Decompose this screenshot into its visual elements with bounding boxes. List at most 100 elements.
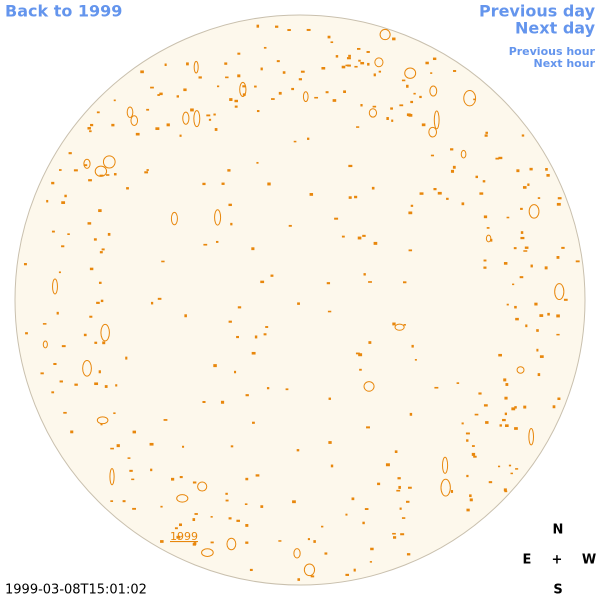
feature [83,164,88,167]
feature [182,111,190,125]
feature [110,500,114,502]
feature [225,76,229,79]
feature [220,400,225,404]
feature [510,472,513,475]
feature [126,187,129,190]
feature [379,28,391,41]
feature [192,543,197,546]
feature [335,55,339,58]
feature [61,345,66,348]
feature [498,353,502,357]
feature [557,397,561,400]
feature [61,201,66,204]
feature [360,104,363,107]
feature [87,222,92,225]
back-link[interactable]: Back to 1999 [5,2,122,21]
feature [122,500,126,503]
next-hour-link[interactable]: Next hour [534,57,596,70]
feature [194,513,198,515]
feature [428,126,438,138]
feature [99,174,104,177]
feature [523,250,528,252]
feature [171,477,175,481]
feature [96,416,109,425]
feature [300,70,305,73]
feature [275,25,279,28]
feature [358,353,363,357]
feature [502,418,506,422]
feature [197,481,208,492]
feature [278,91,282,95]
feature [267,182,271,186]
feature [575,260,580,263]
feature [296,449,300,452]
feature [98,209,102,213]
feature [303,563,316,577]
feature [239,81,247,97]
next-day-link[interactable]: Next day [515,19,596,38]
previous-hour-link[interactable]: Previous hour [509,45,596,58]
feature [392,532,396,535]
feature [544,266,548,270]
feature [505,383,509,386]
feature [399,104,404,107]
feature [557,197,562,200]
feature [244,503,248,505]
feature [245,477,249,481]
feature [563,298,568,301]
feature [362,234,366,237]
year-link[interactable]: 1999 [170,530,198,543]
feature [419,192,424,195]
feature [155,127,160,130]
feature [450,169,455,173]
feature [52,278,58,295]
feature [396,489,401,492]
feature [363,381,375,392]
compass-south: S [553,583,562,598]
feature [210,541,214,544]
feature [503,262,508,265]
feature [372,105,377,108]
feature [511,407,516,411]
feature [70,430,74,434]
feature [525,324,528,328]
feature [503,378,507,382]
feature [554,283,565,301]
feature [161,260,165,263]
feature [73,169,78,172]
feature [419,95,422,99]
feature [442,456,449,474]
feature [483,404,488,407]
feature [403,281,407,284]
feature [292,500,296,504]
feature [503,488,507,492]
previous-day-link[interactable]: Previous day [479,2,596,21]
feature [357,47,361,50]
feature [213,113,216,116]
feature [186,62,189,66]
feature [256,110,260,113]
feature [355,352,360,355]
feature [534,302,538,306]
feature [385,463,390,467]
feature [522,186,527,189]
feature [23,263,27,266]
feature [58,271,61,274]
feature [440,478,451,497]
feature [456,382,460,384]
feature [334,217,339,220]
feature [527,183,530,186]
feature [430,72,433,74]
feature [362,521,365,525]
feature [260,67,263,71]
feature [561,246,565,249]
feature [226,537,237,551]
feature [266,387,270,390]
feature [144,171,149,174]
feature [234,99,238,103]
feature [99,251,103,254]
feature [287,29,291,31]
compass-west: W [582,553,596,568]
feature [46,199,49,203]
